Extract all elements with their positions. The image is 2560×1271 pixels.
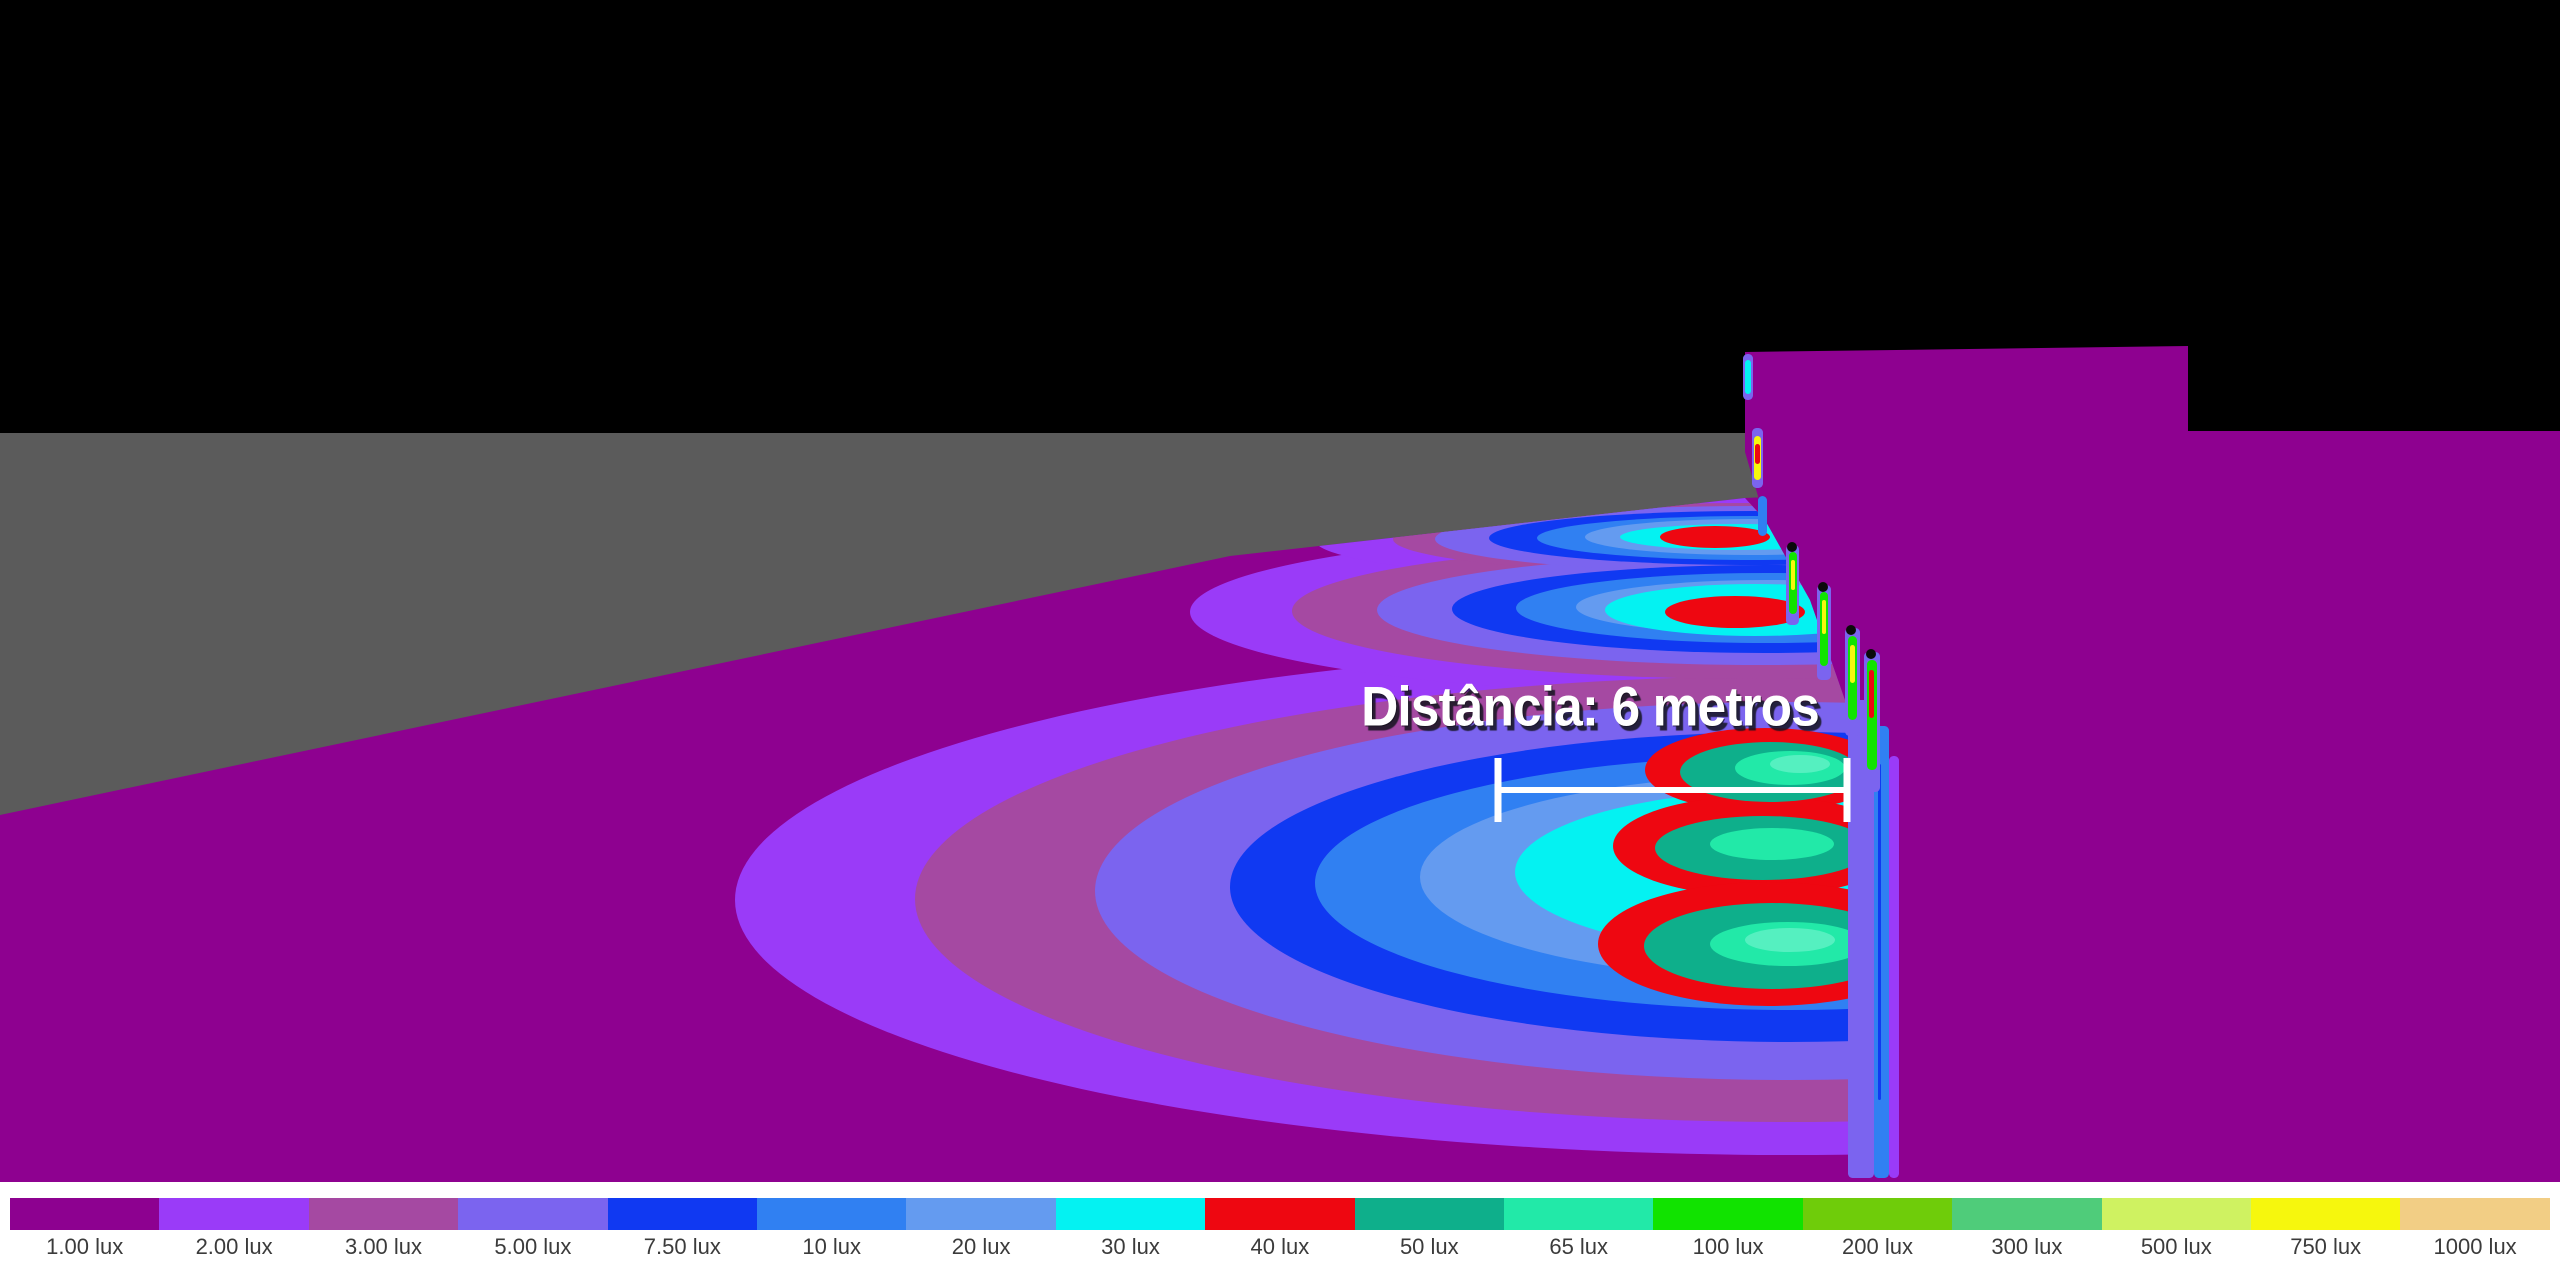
luminaire-icon <box>1846 625 1856 635</box>
isolux-band-65b-lux <box>1745 928 1835 952</box>
legend-swatch-1000-lux <box>2400 1198 2550 1230</box>
wall-streaks <box>1743 354 1899 1178</box>
isolux-band-40-lux <box>1660 526 1770 548</box>
wall <box>1745 346 2560 1182</box>
legend-label-65-lux: 65 lux <box>1549 1234 1609 1259</box>
distance-annotation: Distância: 6 metros <box>1361 674 1820 738</box>
legend-swatch-30-lux <box>1055 1198 1206 1230</box>
legend-label-50-lux: 50 lux <box>1399 1234 1459 1259</box>
wall-streak <box>1791 560 1795 590</box>
isolux-band-65-lux <box>1710 828 1834 860</box>
wall-streak <box>1758 496 1767 536</box>
legend-swatch-65-lux <box>1504 1198 1654 1230</box>
wall-streak <box>1822 600 1826 634</box>
legend-swatch-5-lux <box>458 1198 608 1230</box>
wall-streak <box>1850 645 1855 683</box>
wall-streak <box>1848 700 1874 1178</box>
legend-swatch-10-lux <box>757 1198 907 1230</box>
wall-streak <box>1869 670 1874 718</box>
wall-streak <box>1878 764 1881 1100</box>
legend-swatch-750-lux <box>2251 1198 2401 1230</box>
wall-streak <box>1874 726 1889 1178</box>
legend-label-30-lux: 30 lux <box>1101 1234 1160 1259</box>
legend-swatch-2-lux <box>159 1198 309 1230</box>
legend-label-20-lux: 20 lux <box>951 1234 1011 1259</box>
legend-swatch-100-lux <box>1653 1198 1803 1230</box>
legend-swatch-200-lux <box>1802 1198 1953 1230</box>
luminaire-icon <box>1818 582 1828 592</box>
legend-label-1000-lux: 1000 lux <box>2433 1234 2517 1259</box>
isolux-pools <box>735 498 1898 1155</box>
legend-label-40-lux: 40 lux <box>1250 1234 1310 1259</box>
legend-swatch-3-lux <box>308 1198 459 1230</box>
wall-streak <box>1889 756 1899 1178</box>
legend-label-1-lux: 1.00 lux <box>46 1234 124 1259</box>
legend-label-500-lux: 500 lux <box>2140 1234 2212 1259</box>
isolux-band-40-lux <box>1665 596 1805 628</box>
legend-swatch-1-lux <box>10 1198 160 1230</box>
legend-swatch-7.5-lux <box>607 1198 757 1230</box>
wall-streak <box>1745 360 1751 394</box>
legend-label-750-lux: 750 lux <box>2290 1234 2362 1259</box>
legend-label-100-lux: 100 lux <box>1692 1234 1764 1259</box>
wall-streak <box>1755 444 1760 464</box>
legend-label-7.5-lux: 7.50 lux <box>643 1234 721 1259</box>
legend-swatch-20-lux <box>906 1198 1056 1230</box>
lux-legend: 1.00 lux 2.00 lux 3.00 lux 5.00 lux 7.50 lux… <box>0 1182 2560 1271</box>
legend-label-3-lux: 3.00 lux <box>344 1234 423 1259</box>
legend-label-200-lux: 200 lux <box>1842 1234 1913 1259</box>
legend-swatch-300-lux <box>1952 1198 2102 1230</box>
distance-measure-line <box>1494 758 1851 822</box>
legend-label-2-lux: 2.00 lux <box>195 1234 273 1259</box>
isolux-band-65b-lux <box>1770 755 1830 773</box>
legend-swatch-500-lux <box>2101 1198 2251 1230</box>
luminaire-icon <box>1787 542 1797 552</box>
legend-label-10-lux: 10 lux <box>802 1234 862 1259</box>
legend-swatch-40-lux <box>1205 1198 1355 1230</box>
legend-label-5-lux: 5.00 lux <box>494 1234 572 1259</box>
luminaire-icon <box>1866 649 1876 659</box>
legend-label-300-lux: 300 lux <box>1991 1234 2063 1259</box>
legend-swatch-50-lux <box>1354 1198 1504 1230</box>
